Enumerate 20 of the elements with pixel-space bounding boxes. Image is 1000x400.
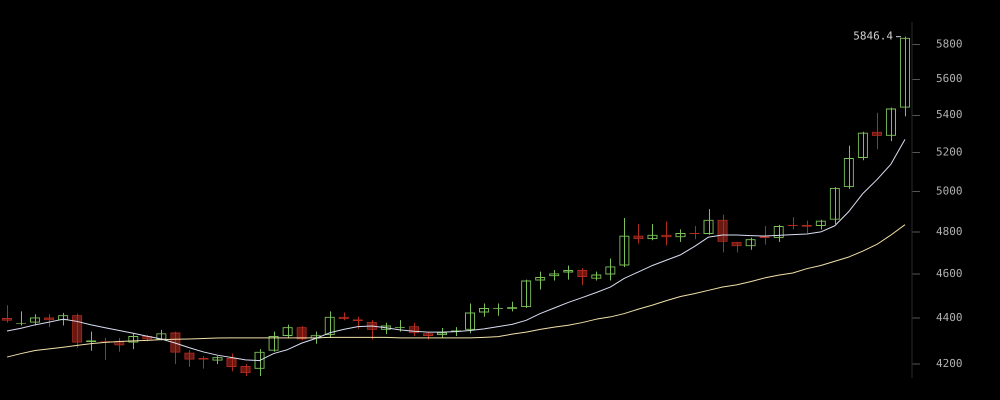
y-tick-label: 4400 — [936, 310, 962, 324]
candlestick — [661, 220, 672, 246]
candlestick — [72, 313, 82, 348]
candlestick — [2, 304, 12, 324]
y-tick-label: 5800 — [936, 37, 962, 50]
y-tick-label: 5200 — [936, 146, 962, 159]
candlestick — [689, 225, 700, 240]
candlestick — [184, 350, 194, 368]
candlestick — [718, 214, 728, 253]
y-tick-label: 5000 — [936, 184, 962, 198]
y-tick-label: 5600 — [936, 72, 962, 86]
candlestick — [872, 112, 882, 150]
annotation: 5846.4 — [853, 30, 894, 43]
candlestick — [788, 216, 798, 230]
y-tick-label: 5400 — [936, 108, 962, 122]
y-tick-label: 4200 — [936, 356, 962, 370]
y-tick-label: 4800 — [936, 224, 962, 238]
candlestick — [44, 314, 54, 328]
y-tick-label: 4600 — [936, 266, 962, 280]
candlestick — [633, 224, 644, 244]
